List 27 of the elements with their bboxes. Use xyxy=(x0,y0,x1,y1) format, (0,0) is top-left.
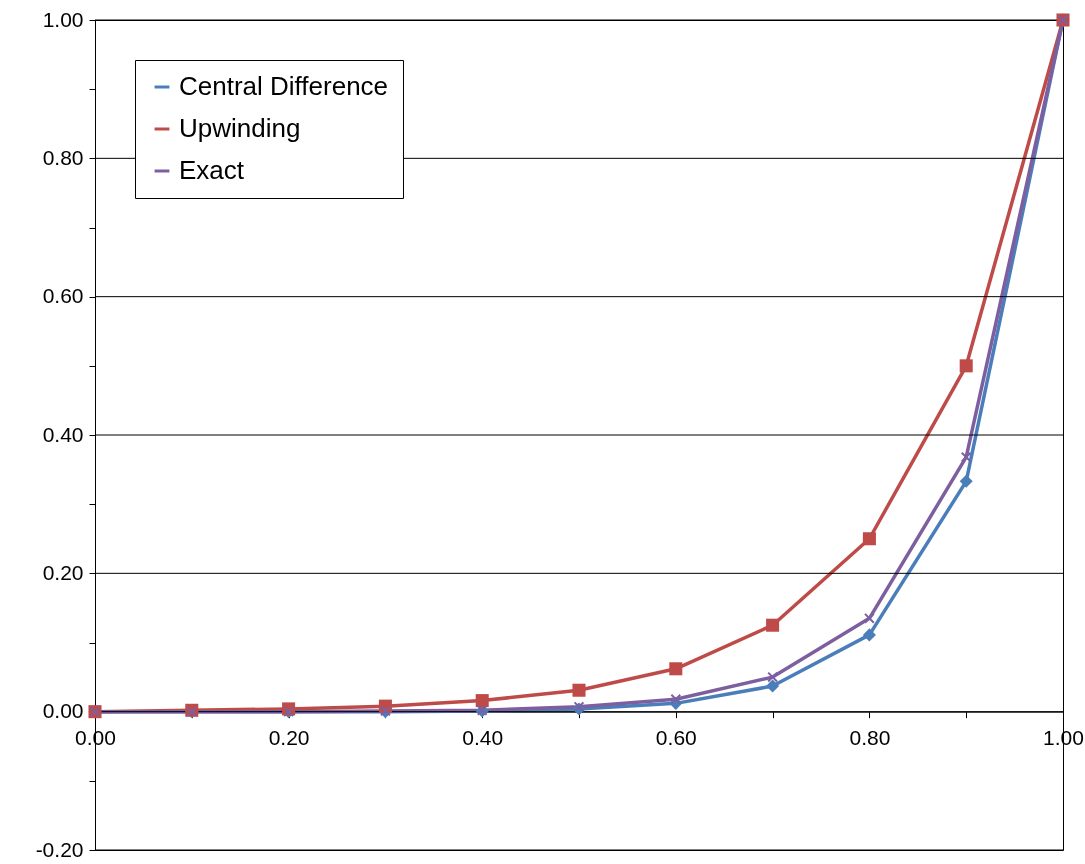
point xyxy=(862,628,876,642)
point xyxy=(960,451,972,463)
point xyxy=(669,662,683,676)
x-tick-label: 0.20 xyxy=(268,726,310,750)
point xyxy=(572,683,586,697)
point xyxy=(767,671,779,683)
point xyxy=(862,532,876,546)
point xyxy=(863,612,875,624)
point xyxy=(670,693,682,705)
point xyxy=(475,694,489,708)
x-tick-label: 0.60 xyxy=(655,726,697,750)
point xyxy=(959,474,973,488)
legend-label: Central Difference xyxy=(179,71,389,101)
y-tick-label: 0.00 xyxy=(42,699,84,723)
point xyxy=(766,679,780,693)
x-tick-label: 0.80 xyxy=(849,726,891,750)
point xyxy=(959,359,973,373)
point xyxy=(766,618,780,632)
y-tick-label: -0.20 xyxy=(35,837,84,861)
legend-label: Exact xyxy=(179,155,245,185)
legend-label: Upwinding xyxy=(179,113,301,143)
y-tick-label: 0.60 xyxy=(42,284,84,308)
y-tick-label: 0.20 xyxy=(42,560,84,584)
y-tick-label: 0.80 xyxy=(42,145,84,169)
x-tick-label: 0.40 xyxy=(462,726,504,750)
y-tick-label: 0.40 xyxy=(42,422,84,446)
y-tick-label: 1.00 xyxy=(42,7,84,31)
